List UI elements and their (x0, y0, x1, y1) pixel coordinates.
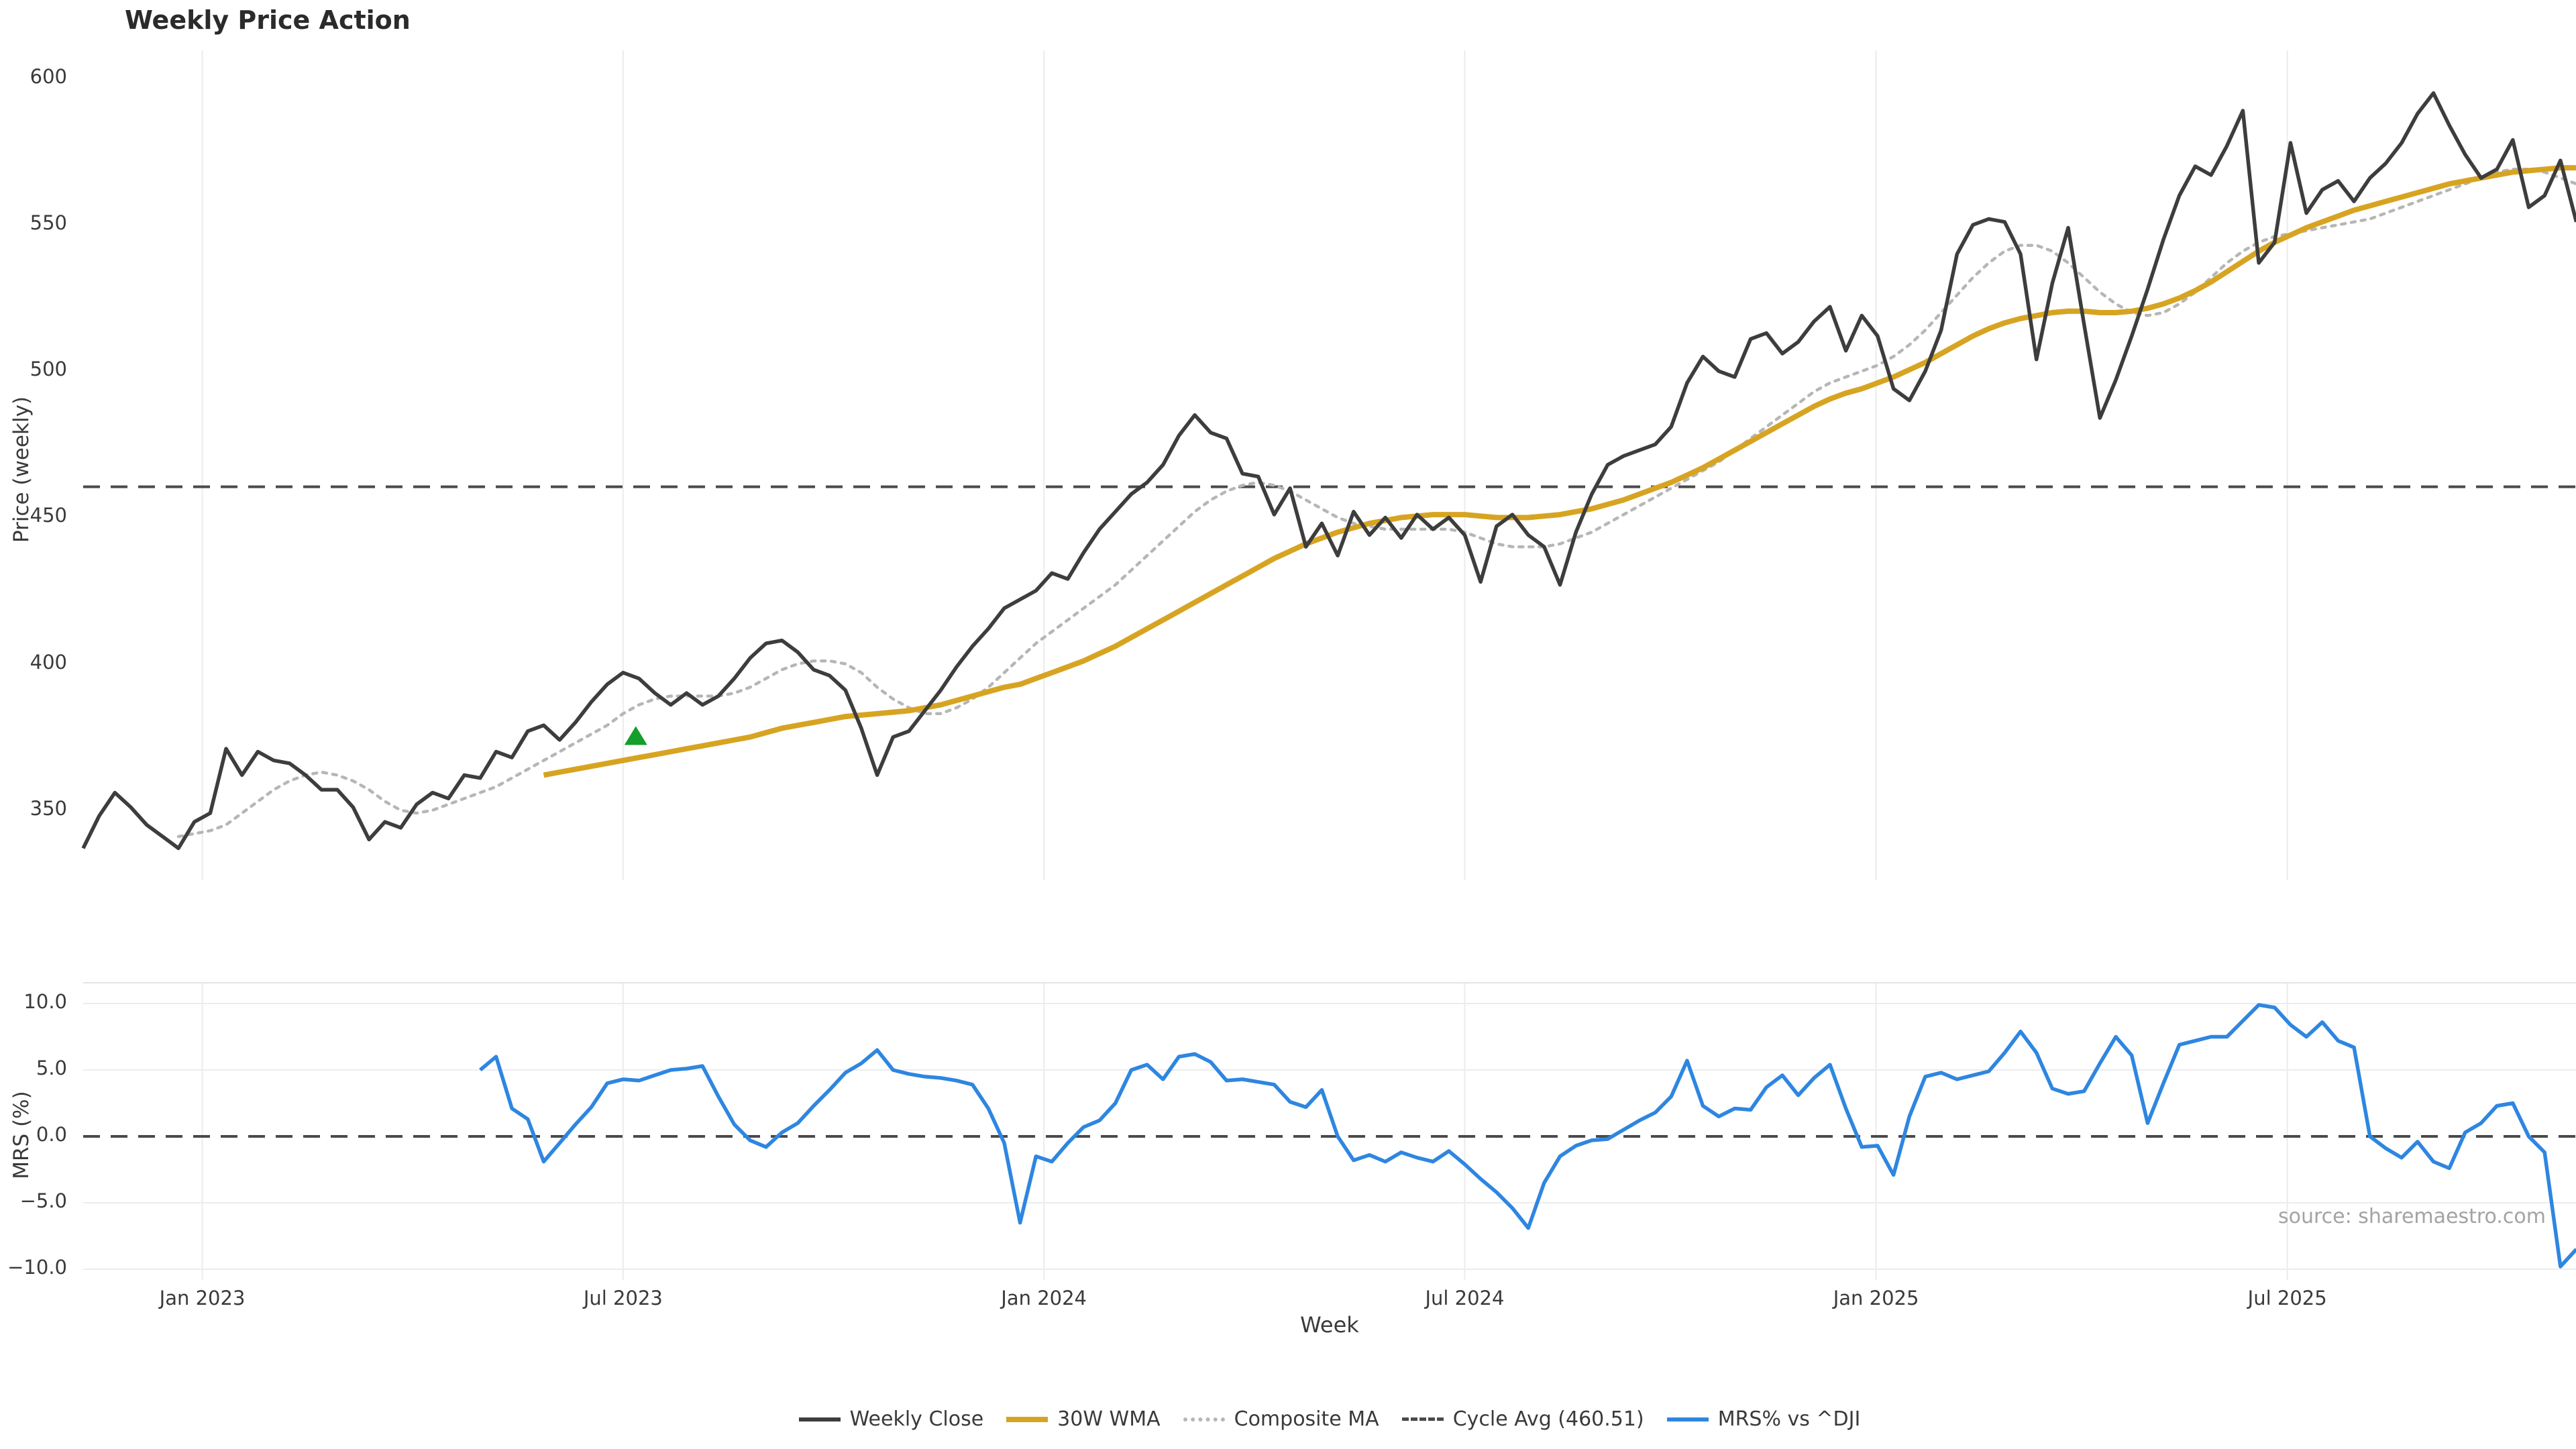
y-tick-label: 600 (30, 65, 67, 88)
legend-label: 30W WMA (1057, 1407, 1161, 1431)
week-axis-label: Week (1300, 1312, 1359, 1338)
x-tick-label: Jan 2025 (1833, 1287, 1919, 1309)
legend-swatch-cycle (1401, 1417, 1444, 1421)
x-tick-label: Jul 2023 (583, 1287, 663, 1309)
x-tick-label: Jan 2024 (1001, 1287, 1087, 1309)
legend-label: MRS% vs ^DJI (1717, 1407, 1861, 1431)
y-tick-label: 500 (30, 358, 67, 381)
y-tick-label: 0.0 (36, 1123, 67, 1146)
y-tick-label: 5.0 (36, 1057, 67, 1079)
legend-item-cycle: Cycle Avg (460.51) (1401, 1407, 1644, 1431)
y-tick-label: 450 (30, 504, 67, 527)
legend-label: Weekly Close (849, 1407, 984, 1431)
x-tick-label: Jul 2024 (1425, 1287, 1505, 1309)
y-tick-label: 10.0 (23, 990, 67, 1013)
y-tick-label: 550 (30, 211, 67, 235)
buy-signal-triangle-marker (624, 726, 647, 745)
legend-swatch-composite (1183, 1417, 1225, 1421)
legend-swatch-wma (1006, 1416, 1049, 1422)
series-weekly-close (81, 91, 2576, 851)
series-mrs-vs-dji (479, 1003, 2576, 1269)
chart-legend: Weekly Close 30W WMA Composite MA Cycle Avg… (83, 1407, 2576, 1431)
legend-item-wma: 30W WMA (1006, 1407, 1161, 1431)
legend-swatch-close (798, 1417, 841, 1421)
y-tick-label: 400 (30, 650, 67, 674)
legend-item-close: Weekly Close (798, 1407, 984, 1431)
chart-title: Weekly Price Action (125, 5, 411, 35)
y-tick-label: −10.0 (7, 1256, 67, 1279)
series-composite-ma (176, 168, 2576, 839)
series-30w-wma (543, 165, 2576, 778)
y-tick-label: −5.0 (19, 1189, 67, 1212)
x-tick-label: Jan 2023 (159, 1287, 246, 1309)
y-tick-label: 350 (30, 796, 67, 820)
legend-swatch-mrs (1666, 1417, 1709, 1421)
legend-item-composite: Composite MA (1183, 1407, 1379, 1431)
source-watermark: source: sharemaestro.com (2278, 1205, 2546, 1228)
x-tick-label: Jul 2025 (2247, 1287, 2327, 1309)
legend-label: Cycle Avg (460.51) (1452, 1407, 1644, 1431)
legend-label: Composite MA (1234, 1407, 1379, 1431)
legend-item-mrs: MRS% vs ^DJI (1666, 1407, 1861, 1431)
